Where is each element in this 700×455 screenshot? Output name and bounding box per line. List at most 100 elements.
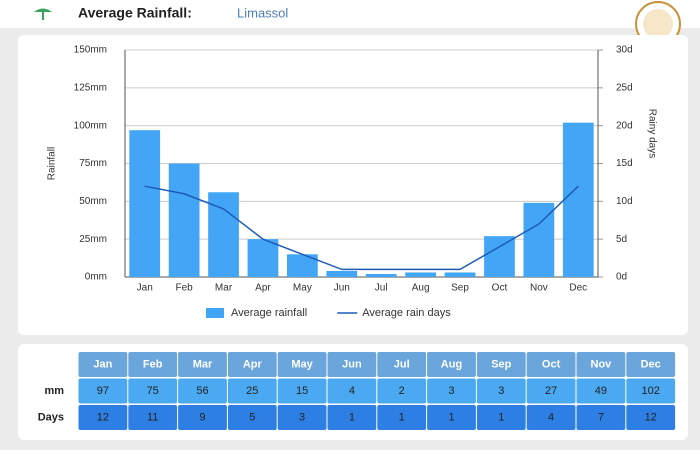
- x-tick-label: Feb: [176, 283, 194, 294]
- table-header: Sep: [491, 358, 511, 370]
- table-cell: [327, 405, 377, 430]
- table-value: 5: [249, 411, 255, 423]
- x-tick-label: May: [293, 283, 312, 294]
- bar: [168, 163, 200, 277]
- table-value: 75: [147, 385, 159, 397]
- rain-icon: [34, 8, 52, 20]
- y2-tick-label: 0d: [616, 272, 627, 283]
- table-header: Apr: [243, 358, 263, 370]
- y-tick-label: 150mm: [74, 45, 107, 56]
- y2-tick-label: 5d: [616, 234, 627, 245]
- table-cell: [277, 405, 327, 430]
- bar: [444, 272, 476, 277]
- row-label: mm: [44, 385, 64, 397]
- y2-tick-label: 20d: [616, 120, 633, 131]
- table-cell: [526, 405, 576, 430]
- table-header: Jun: [342, 358, 362, 370]
- table-value: 25: [246, 385, 258, 397]
- table-header-cell: [277, 352, 327, 377]
- legend-swatch: [206, 308, 224, 318]
- row-label: Days: [38, 411, 64, 423]
- x-tick-label: Jun: [334, 283, 350, 294]
- table-header: May: [291, 358, 313, 370]
- x-tick-label: Mar: [215, 283, 233, 294]
- table-header: Mar: [193, 358, 213, 370]
- table-value: 3: [448, 385, 454, 397]
- table-cell: [227, 405, 277, 430]
- table-cell: [476, 378, 526, 404]
- legend-label: Average rainfall: [231, 307, 307, 319]
- table-cell: [427, 378, 476, 404]
- chart: 0mm 25mm 50mm 75mm 100mm 125mm 150mm 0d 5d 10d 15d…: [47, 45, 658, 319]
- legend-label: Average rain days: [362, 307, 451, 319]
- table-value: 2: [399, 385, 405, 397]
- table-cell: [277, 378, 327, 404]
- table-value: 97: [97, 385, 109, 397]
- table-cell: [178, 405, 227, 430]
- x-tick-label: Oct: [492, 283, 508, 294]
- table-header-cell: [576, 352, 626, 377]
- table-value: 1: [399, 411, 405, 423]
- table-cell: [78, 378, 128, 404]
- x-tick-label: Jan: [137, 283, 153, 294]
- table-value: 3: [498, 385, 504, 397]
- table-cell: [227, 378, 277, 404]
- x-tick-label: Aug: [412, 283, 430, 294]
- x-tick-label: Dec: [569, 283, 587, 294]
- table-value: 4: [349, 385, 355, 397]
- table-value: 11: [147, 411, 158, 423]
- table-header-cell: [78, 352, 128, 377]
- bar: [326, 270, 358, 277]
- table-value: 1: [498, 411, 504, 423]
- table-cell: [377, 405, 427, 430]
- table-value: 4: [548, 411, 554, 423]
- table-cell: [526, 378, 576, 404]
- y-tick-label: 25mm: [79, 234, 107, 245]
- table-header-cell: [427, 352, 476, 377]
- table-value: 1: [448, 411, 454, 423]
- table-cell: [626, 378, 676, 404]
- x-tick-label: Apr: [255, 283, 271, 294]
- table-header: Oct: [542, 358, 561, 370]
- bar: [405, 272, 436, 277]
- bar: [208, 192, 239, 277]
- table-header: Dec: [641, 358, 661, 370]
- table-cell: [476, 405, 526, 430]
- bar: [484, 236, 515, 277]
- y-tick-label: 75mm: [79, 158, 107, 169]
- table-header-cell: [227, 352, 277, 377]
- table-header-cell: [327, 352, 377, 377]
- x-tick-label: Nov: [530, 283, 548, 294]
- y2-tick-label: 15d: [616, 158, 633, 169]
- table-value: 3: [299, 411, 305, 423]
- table-cell: [576, 405, 626, 430]
- table-header-cell: [526, 352, 576, 377]
- table-value: 7: [598, 411, 604, 423]
- table-value: 12: [97, 411, 109, 423]
- y-tick-label: 125mm: [74, 82, 107, 93]
- y2-tick-label: 10d: [616, 196, 633, 207]
- table-cell: [576, 378, 626, 404]
- table-value: 9: [199, 411, 205, 423]
- title: Average Rainfall:: [78, 5, 192, 21]
- bar: [287, 254, 318, 277]
- table-header-cell: [476, 352, 526, 377]
- table-value: 1: [349, 411, 355, 423]
- table-cell: [128, 405, 178, 430]
- y-tick-label: 100mm: [74, 120, 107, 131]
- bar: [247, 239, 279, 277]
- table-header-cell: [377, 352, 427, 377]
- table-cell: [626, 405, 676, 430]
- table-cell: [78, 405, 128, 430]
- table-value: 27: [545, 385, 557, 397]
- table-header: Aug: [441, 358, 462, 370]
- table-value: 102: [642, 385, 660, 397]
- table-cell: [327, 378, 377, 404]
- table-header: Nov: [591, 358, 613, 370]
- table-cell: [427, 405, 476, 430]
- table-value: 56: [196, 385, 208, 397]
- header-bar: [0, 0, 700, 28]
